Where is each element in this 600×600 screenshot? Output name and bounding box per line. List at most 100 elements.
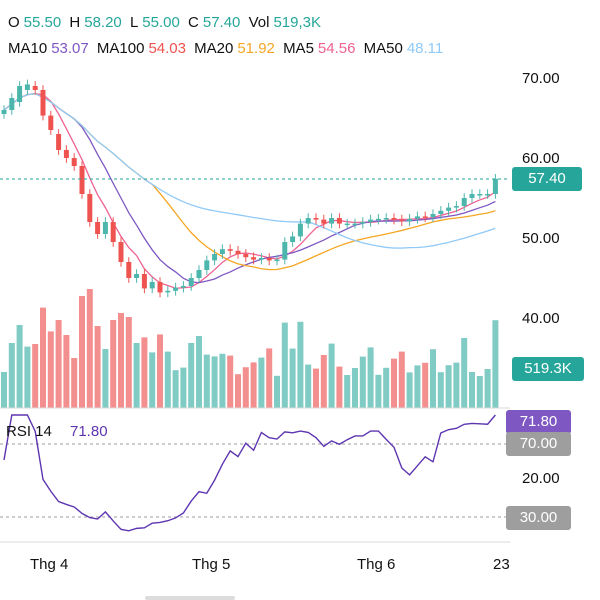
- volume-bar: [406, 372, 413, 408]
- volume-bar: [71, 358, 78, 408]
- rsi-low-tag: 30.00: [506, 506, 571, 530]
- volume-bar: [8, 343, 15, 408]
- ma100-value: 54.03: [148, 40, 186, 57]
- volume-bar: [149, 352, 156, 408]
- volume-bar: [445, 365, 452, 408]
- candle-body: [329, 218, 335, 224]
- volume-bar: [313, 368, 319, 408]
- rsi-label: RSI 14: [6, 423, 52, 440]
- candle-body: [79, 166, 85, 194]
- volume-bar: [79, 296, 85, 408]
- candle-body: [87, 194, 93, 222]
- close-label: C: [188, 14, 199, 31]
- candle-body: [430, 214, 436, 218]
- candle-body: [446, 207, 452, 211]
- candle-body: [188, 278, 194, 286]
- volume-bar: [375, 374, 382, 408]
- volume-value: 519,3K: [273, 14, 321, 31]
- candle-body: [438, 210, 444, 214]
- volume-bar: [40, 307, 46, 408]
- volume-bar: [16, 325, 23, 408]
- candle-body: [336, 218, 342, 224]
- volume-bar: [469, 372, 475, 408]
- volume-bar: [188, 343, 195, 408]
- candle-body: [118, 242, 124, 262]
- ma10-label: MA10: [8, 40, 48, 57]
- candle-body: [266, 258, 272, 261]
- volume-bar: [196, 336, 202, 408]
- moving-average-lines: [3, 93, 496, 289]
- volume-bar: [133, 343, 140, 408]
- time-tick-23: 23: [493, 556, 510, 573]
- volume-bar: [86, 289, 93, 408]
- volume-bar: [266, 348, 273, 408]
- candle-body: [453, 206, 459, 208]
- candle-body: [149, 282, 155, 289]
- volume-bar: [157, 334, 163, 408]
- candle-body: [134, 274, 140, 278]
- rsi-tag: 71.80: [506, 410, 571, 434]
- candle-body: [204, 260, 210, 270]
- candle-body: [95, 222, 101, 234]
- candle-body: [258, 258, 264, 260]
- volume-tag: 519.3K: [512, 357, 584, 381]
- candle-body: [40, 90, 46, 116]
- volume-bar: [102, 349, 109, 408]
- time-tick-thg6: Thg 6: [357, 556, 395, 573]
- rsi-value: 71.80: [70, 423, 108, 440]
- volume-bar: [258, 357, 265, 408]
- volume-bar: [164, 351, 171, 408]
- volume-bar: [453, 362, 460, 408]
- volume-bar: [242, 367, 249, 408]
- candle-body: [165, 290, 171, 293]
- candle-body: [274, 259, 280, 262]
- candle-body: [243, 254, 249, 258]
- ohlc-readout: O 55.50 H 58.20 L 55.00 C 57.40 Vol 519,3K: [8, 14, 325, 31]
- volume-bar: [383, 367, 390, 408]
- home-indicator: [145, 596, 235, 600]
- volume-bar: [476, 376, 483, 408]
- low-label: L: [129, 14, 139, 31]
- candle-body: [321, 219, 327, 224]
- ma5-line: [3, 93, 496, 289]
- volume-bar: [118, 313, 124, 408]
- high-label: H: [69, 14, 81, 31]
- candle-body: [383, 218, 389, 220]
- volume-bar: [219, 353, 226, 408]
- volume-bar: [484, 369, 491, 408]
- rsi-line: [3, 414, 496, 532]
- candle-body: [461, 198, 467, 206]
- candle-body: [469, 194, 475, 198]
- volume-bar: [297, 321, 304, 408]
- price-tick-60: 60.00: [522, 150, 560, 167]
- candle-body: [126, 262, 132, 278]
- volume-bar: [63, 335, 70, 408]
- volume-bar: [437, 372, 444, 408]
- volume-bar: [414, 365, 421, 408]
- ma10-value: 53.07: [51, 40, 89, 57]
- volume-bar: [141, 337, 148, 408]
- candle-body: [24, 84, 30, 90]
- volume-bar: [305, 364, 312, 408]
- volume-bar: [398, 351, 405, 408]
- candle-body: [375, 218, 381, 221]
- volume-bar: [344, 375, 351, 408]
- price-tick-40: 40.00: [522, 310, 560, 327]
- candle-body: [1, 110, 7, 114]
- candle-body: [414, 216, 420, 219]
- candle-body: [297, 223, 303, 237]
- volume-bar: [352, 368, 358, 408]
- volume-bar: [336, 366, 343, 408]
- time-tick-thg5: Thg 5: [192, 556, 230, 573]
- candle-body: [492, 178, 498, 194]
- open-value: 55.50: [23, 14, 62, 31]
- volume-bar: [328, 343, 335, 408]
- rsi-high-tag: 70.00: [506, 432, 571, 456]
- volume-bar: [203, 354, 210, 408]
- ma20-value: 51.92: [237, 40, 275, 57]
- candle-body: [282, 242, 288, 260]
- volume-bar: [172, 370, 179, 408]
- candle-body: [9, 98, 15, 110]
- candle-body: [173, 287, 179, 291]
